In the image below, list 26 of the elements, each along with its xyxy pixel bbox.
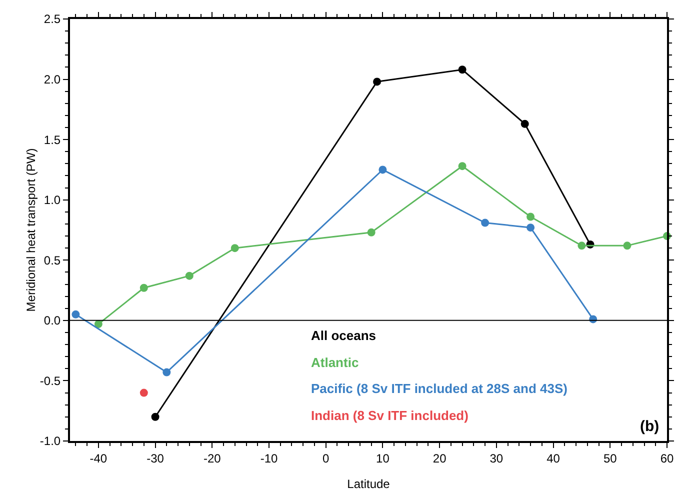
- x-tick-label: -30: [146, 451, 164, 466]
- x-tick-label: 30: [490, 451, 504, 466]
- y-tick-label: 1.0: [44, 193, 61, 208]
- y-tick-label: 2.5: [44, 12, 61, 26]
- y-axis-title: Meridional heat transport (PW): [24, 148, 38, 312]
- x-tick-label: 50: [603, 451, 618, 466]
- annotation: (b): [640, 418, 660, 435]
- y-tick-label: -1.0: [40, 434, 61, 448]
- text: Pacific (8 Sv ITF included at 28S and 43S): [311, 381, 568, 396]
- x-tick-label: 0: [322, 451, 330, 466]
- x-tick-label: 40: [546, 451, 560, 466]
- y-tick-label: 0.5: [44, 253, 61, 268]
- y-tick-label: 0.0: [44, 314, 61, 328]
- x-axis-title: Latitude: [347, 477, 390, 491]
- y-tick-label: 2.0: [44, 72, 61, 86]
- text: Atlantic: [311, 355, 359, 370]
- y-tick-label: 1.5: [44, 132, 61, 147]
- x-tick-label: -20: [203, 451, 222, 466]
- y-tick-label: -0.5: [40, 374, 61, 388]
- x-tick-label: 20: [432, 451, 447, 466]
- x-tick-label: -10: [260, 451, 278, 466]
- x-tick-label: 60: [660, 451, 674, 466]
- text: Indian (8 Sv ITF included): [311, 408, 468, 423]
- text: All oceans: [311, 328, 376, 343]
- x-tick-label: 10: [376, 451, 390, 466]
- x-tick-label: -40: [90, 451, 108, 466]
